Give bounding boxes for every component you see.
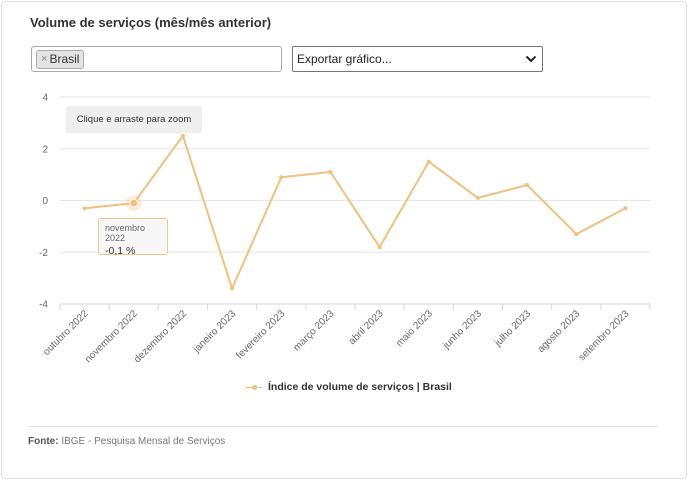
- y-tick-label: -4: [39, 300, 48, 311]
- tooltip-value: -0,1 %: [105, 245, 136, 257]
- legend-series-marker: [246, 383, 262, 391]
- source-note: Fonte: IBGE - Pesquisa Mensal de Serviço…: [28, 436, 225, 447]
- source-prefix: Fonte:: [28, 436, 59, 447]
- data-point: [328, 170, 333, 175]
- chart-title: Volume de serviços (mês/mês anterior): [30, 15, 272, 30]
- chip-remove-icon[interactable]: ×: [41, 53, 48, 65]
- data-point: [377, 245, 382, 250]
- chart-legend[interactable]: Índice de volume de serviços | Brasil: [246, 380, 452, 394]
- x-tick-label: fevereiro 2023: [234, 308, 287, 361]
- x-tick-label: junho 2023: [441, 308, 485, 352]
- source-text: IBGE - Pesquisa Mensal de Serviços: [61, 436, 226, 447]
- y-tick-label: 0: [42, 196, 48, 207]
- export-chart-select[interactable]: Exportar gráfico...: [292, 46, 543, 72]
- x-tick-label: setembro 2023: [577, 308, 632, 363]
- data-point: [623, 206, 628, 211]
- data-point: [180, 133, 185, 138]
- x-tick-label: março 2023: [291, 308, 336, 353]
- y-tick-label: 2: [42, 144, 48, 155]
- legend-label: Índice de volume de serviços | Brasil: [268, 381, 452, 393]
- footer-divider: [28, 426, 658, 427]
- tooltip-label: novembro 2022: [105, 223, 146, 243]
- region-filter-input[interactable]: × Brasil: [31, 46, 282, 72]
- x-tick-label: dezembro 2022: [132, 308, 189, 365]
- x-tick-label: abril 2023: [347, 308, 386, 347]
- export-select-label: Exportar gráfico...: [297, 52, 392, 66]
- region-chip: × Brasil: [36, 50, 85, 69]
- chevron-down-icon: [525, 55, 537, 63]
- data-point-highlighted: [129, 198, 139, 208]
- data-point: [230, 286, 235, 291]
- region-chip-label: Brasil: [49, 52, 80, 66]
- data-point: [475, 195, 480, 200]
- y-tick-label: -2: [39, 248, 48, 259]
- series-line: [84, 134, 626, 290]
- x-tick-label: julho 2023: [492, 308, 533, 349]
- data-point: [279, 175, 284, 180]
- data-tooltip: novembro 2022 -0,1 %: [98, 218, 168, 257]
- zoom-hint: Clique e arraste para zoom: [66, 106, 202, 133]
- x-tick-label: maio 2023: [394, 308, 435, 349]
- data-point: [82, 206, 87, 211]
- data-point: [426, 159, 431, 164]
- data-point: [574, 232, 579, 237]
- x-tick-label: agosto 2023: [536, 308, 583, 355]
- x-tick-label: janeiro 2023: [191, 308, 239, 356]
- y-tick-label: 4: [42, 93, 48, 104]
- data-point: [525, 182, 530, 187]
- x-tick-label: outubro 2022: [41, 308, 91, 358]
